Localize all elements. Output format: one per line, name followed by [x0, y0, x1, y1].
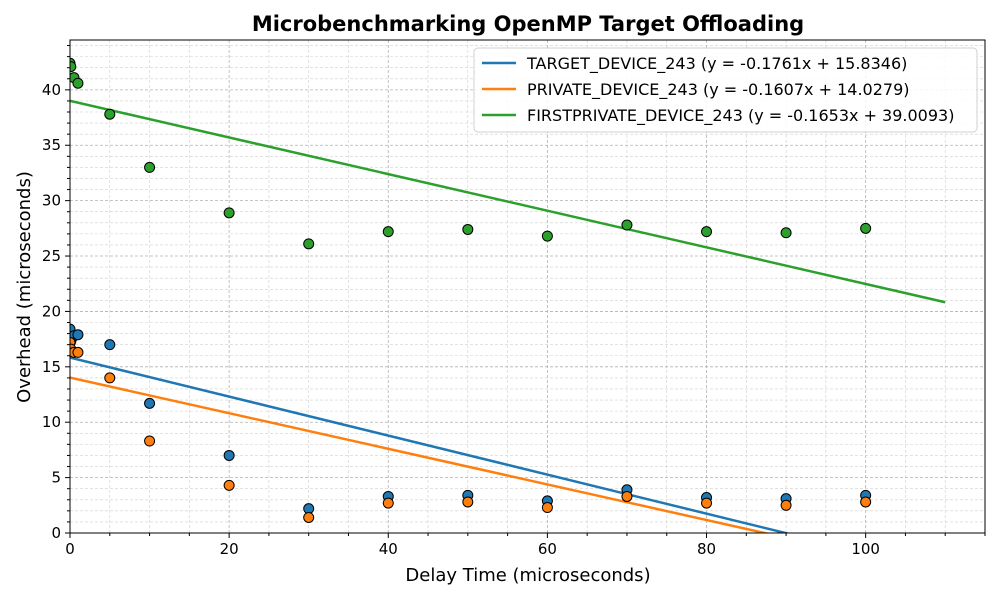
y-tick-label: 25 [42, 247, 61, 265]
data-point-private-device-243 [144, 435, 156, 447]
data-point-private-device-243 [621, 490, 633, 502]
y-tick-label: 10 [42, 413, 61, 431]
y-tick-label: 15 [42, 358, 61, 376]
fit-lines-layer [70, 99, 946, 533]
data-point-private-device-243 [382, 497, 394, 509]
data-point-firstprivate-device-243 [701, 226, 713, 238]
y-tick-label: 20 [42, 302, 61, 320]
data-point-private-device-243 [223, 479, 235, 491]
data-points-layer [70, 57, 872, 523]
fit-line-private-device-243 [70, 376, 771, 533]
plot-frame [69, 39, 986, 534]
data-point-private-device-243 [104, 372, 116, 384]
fit-line-firstprivate-device-243 [70, 99, 946, 304]
x-tick-label: 100 [851, 540, 880, 558]
data-point-private-device-243 [541, 502, 553, 514]
data-point-firstprivate-device-243 [223, 207, 235, 219]
data-point-private-device-243 [303, 511, 315, 523]
data-point-target-device-243 [144, 397, 156, 409]
x-axis-label: Delay Time (microseconds) [405, 565, 650, 586]
x-tick-label: 20 [220, 540, 239, 558]
data-point-firstprivate-device-243 [780, 227, 792, 239]
x-tick-label: 80 [697, 540, 716, 558]
y-tick-label: 0 [51, 524, 61, 542]
data-point-private-device-243 [780, 499, 792, 511]
data-point-firstprivate-device-243 [303, 238, 315, 250]
x-tick-label: 40 [379, 540, 398, 558]
fit-line-target-device-243 [70, 356, 791, 533]
data-point-target-device-243 [223, 449, 235, 461]
y-tick-label: 30 [42, 192, 61, 210]
data-point-firstprivate-device-243 [621, 219, 633, 231]
y-tick-label: 5 [51, 469, 61, 487]
data-point-private-device-243 [462, 496, 474, 508]
y-tick-label: 35 [42, 136, 61, 154]
data-point-firstprivate-device-243 [860, 222, 872, 234]
data-point-firstprivate-device-243 [144, 161, 156, 173]
data-point-private-device-243 [72, 346, 84, 358]
data-point-target-device-243 [72, 329, 84, 341]
data-point-firstprivate-device-243 [104, 108, 116, 120]
data-point-firstprivate-device-243 [382, 226, 394, 238]
data-point-firstprivate-device-243 [541, 230, 553, 242]
data-point-firstprivate-device-243 [72, 77, 84, 89]
legend-entry: TARGET_DEVICE_243 (y = -0.1761x + 15.834… [526, 54, 907, 74]
axis-ticks-layer: 0 20 40 60 80 100 0 5 10 15 20 25 30 35 40 [42, 45, 986, 558]
data-point-target-device-243 [104, 339, 116, 351]
legend: TARGET_DEVICE_243 (y = -0.1761x + 15.834… [473, 47, 978, 133]
y-tick-label: 40 [42, 81, 61, 99]
legend-box [473, 47, 978, 133]
data-point-firstprivate-device-243 [70, 61, 77, 73]
data-point-private-device-243 [860, 496, 872, 508]
y-axis-label: Overhead (microseconds) [14, 171, 35, 403]
x-tick-label: 0 [65, 540, 75, 558]
x-tick-label: 60 [538, 540, 557, 558]
legend-entry: PRIVATE_DEVICE_243 (y = -0.1607x + 14.02… [527, 80, 910, 100]
chart-title: Microbenchmarking OpenMP Target Offloadi… [252, 12, 804, 36]
data-point-firstprivate-device-243 [462, 223, 474, 235]
legend-entry: FIRSTPRIVATE_DEVICE_243 (y = -0.1653x + … [527, 106, 954, 126]
data-point-private-device-243 [701, 497, 713, 509]
